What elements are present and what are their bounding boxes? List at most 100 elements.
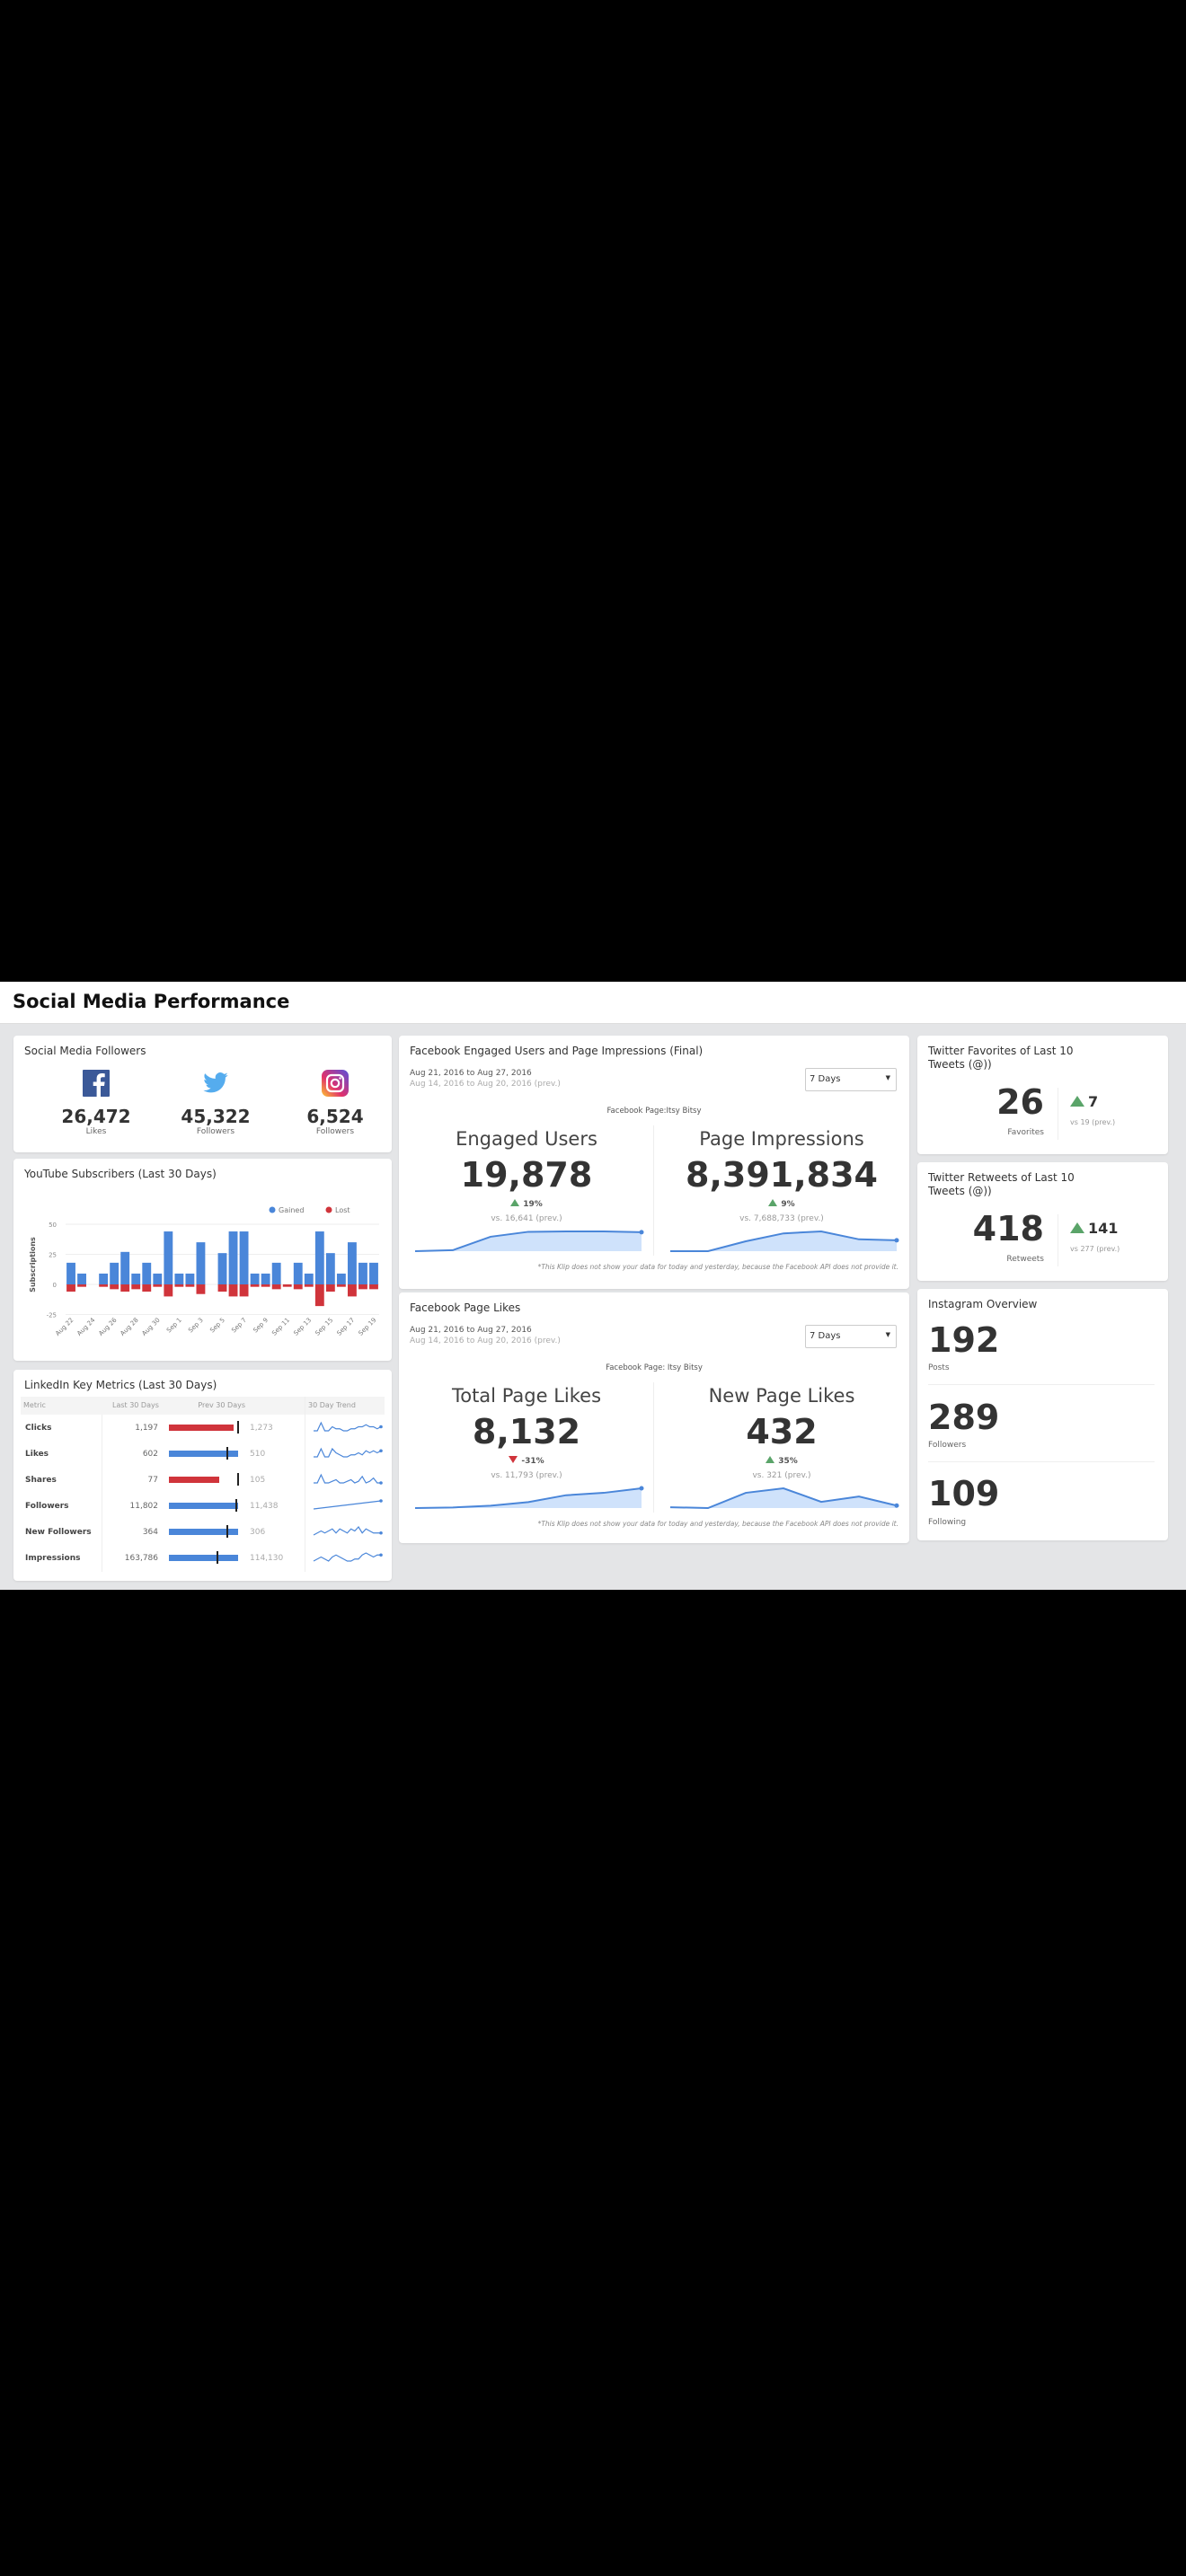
sparkline-area [415, 1231, 642, 1251]
metric-vs-prev: vs. 11,793 (prev.) [491, 1471, 562, 1480]
instagram-followers-label: Followers [928, 1441, 967, 1450]
sparkline-end-point [379, 1531, 383, 1535]
trend-sparkline [313, 1526, 383, 1536]
last-30-value: 11,802 [129, 1502, 159, 1511]
metric-name: Impressions [25, 1554, 81, 1563]
x-tick-label: Sep 3 [187, 1317, 205, 1335]
sparkline-end-point [639, 1486, 644, 1491]
panel-title: Instagram Overview [928, 1298, 1038, 1310]
bar-gained [142, 1262, 152, 1284]
bar-lost [142, 1284, 152, 1292]
bar-gained [293, 1262, 303, 1284]
facebook-page-name: Facebook Page: Itsy Bitsy [606, 1363, 703, 1372]
x-tick-label: Sep 11 [270, 1317, 291, 1337]
table-row: Followers 11,802 11,438 [13, 1495, 392, 1521]
bar-lost [271, 1284, 281, 1290]
panel-title: Social Media Followers [24, 1045, 146, 1057]
bar-lost [120, 1284, 130, 1292]
trend-sparkline [314, 1447, 383, 1458]
x-tick-label: Aug 30 [141, 1317, 162, 1337]
tweet-metric-label: Retweets [1006, 1255, 1044, 1264]
bar-lost [282, 1284, 292, 1287]
follower-label: Followers [196, 1127, 235, 1136]
last-30-value: 163,786 [124, 1554, 158, 1563]
follower-facebook: 26,472 Likes [51, 1070, 141, 1136]
footnote: *This Klip does not show your data for t… [537, 1520, 898, 1528]
facebook-icon [83, 1070, 110, 1097]
last-30-value: 77 [147, 1476, 158, 1485]
bar-lost [174, 1284, 184, 1287]
x-tick-label: Sep 9 [252, 1317, 270, 1335]
sparkline-line [414, 1231, 642, 1252]
bar-gained [239, 1231, 249, 1284]
metric-change: 9% [654, 1199, 909, 1209]
table-row: Shares 77 105 [13, 1469, 392, 1495]
last-30-value: 1,197 [135, 1424, 158, 1433]
sparkline-line [314, 1473, 381, 1484]
sparkline-end-point [639, 1230, 644, 1235]
instagram-posts-label: Posts [928, 1363, 950, 1372]
follower-label: Followers [315, 1127, 355, 1136]
arrow-up-icon [768, 1199, 778, 1206]
sparkline-end-point [379, 1449, 383, 1453]
metric-name: New Followers [25, 1528, 92, 1537]
instagram-panel: Instagram Overview 192 Posts 289 Followe… [917, 1289, 1168, 1540]
bar-lost [196, 1284, 206, 1294]
panel-title: Twitter Retweets of Last 10 Tweets (@)) [928, 1171, 1075, 1197]
bar-gained [174, 1273, 184, 1284]
metric-value: 432 [746, 1412, 818, 1451]
linkedin-panel: LinkedIn Key Metrics (Last 30 Days) Metr… [13, 1370, 392, 1581]
bullet-target-marker [237, 1421, 239, 1434]
bullet-bar [169, 1451, 238, 1457]
bar-lost [228, 1284, 238, 1297]
panel-title: LinkedIn Key Metrics (Last 30 Days) [24, 1379, 217, 1391]
bar-lost [347, 1284, 357, 1297]
table-row: Clicks 1,197 1,273 [13, 1416, 392, 1442]
sparkline-line [669, 1486, 898, 1510]
facebook-page-likes-panel: Facebook Page Likes Aug 21, 2016 to Aug 2… [399, 1292, 909, 1543]
header: Social Media Performance [0, 982, 1186, 1024]
bar-lost [66, 1284, 75, 1292]
bullet-target-marker [226, 1447, 229, 1460]
metric-label: New Page Likes [708, 1385, 855, 1407]
follower-count: 26,472 [61, 1106, 131, 1127]
trend-sparkline [314, 1421, 383, 1432]
table-row: Impressions 163,786 114,130 [13, 1547, 392, 1573]
date-range: Aug 21, 2016 to Aug 27, 2016 [410, 1069, 532, 1078]
linkedin-table: Metric Last 30 Days Prev 30 Days 30 Day Tre… [13, 1370, 392, 1581]
bar-gained [196, 1242, 206, 1284]
column-header: Last 30 Days [112, 1401, 159, 1409]
panel-title: YouTube Subscribers (Last 30 Days) [24, 1168, 217, 1180]
bar-lost [325, 1284, 335, 1292]
range-dropdown[interactable]: 7 Days ▼ [805, 1325, 897, 1348]
sparkline-end-point [894, 1238, 899, 1243]
bar-gained [261, 1273, 270, 1284]
sparkline-line [314, 1447, 382, 1458]
x-tick-label: Sep 13 [292, 1317, 313, 1337]
x-tick-label: Aug 24 [75, 1316, 97, 1337]
bullet-target-marker [235, 1499, 237, 1512]
bar-lost [304, 1284, 314, 1287]
column-header: Prev 30 Days [198, 1401, 245, 1409]
bullet-bar [169, 1555, 238, 1561]
legend-label: Lost [335, 1206, 350, 1214]
tweet-metric-change: 141 [1070, 1220, 1118, 1237]
range-dropdown[interactable]: 7 Days ▼ [805, 1068, 897, 1091]
follower-instagram: 6,524 Followers [290, 1070, 380, 1136]
panel-title: Twitter Favorites of Last 10 Tweets (@)) [928, 1045, 1074, 1071]
last-30-value: 602 [142, 1450, 158, 1459]
sparkline-area [670, 1231, 897, 1251]
x-tick-label: Sep 19 [358, 1317, 378, 1337]
bar-lost [99, 1284, 109, 1287]
sparkline-line [313, 1526, 381, 1536]
instagram-icon [322, 1070, 349, 1097]
bar-gained [250, 1273, 260, 1284]
facebook-page-name: Facebook Page:Itsy Bitsy [606, 1107, 702, 1116]
arrow-up-icon [766, 1456, 775, 1463]
bar-lost [217, 1284, 227, 1292]
bar-gained [314, 1231, 324, 1284]
bar-gained [347, 1242, 357, 1284]
range-dropdown-value: 7 Days [810, 1331, 841, 1341]
bar-lost [293, 1284, 303, 1290]
sparkline-line [313, 1500, 382, 1510]
